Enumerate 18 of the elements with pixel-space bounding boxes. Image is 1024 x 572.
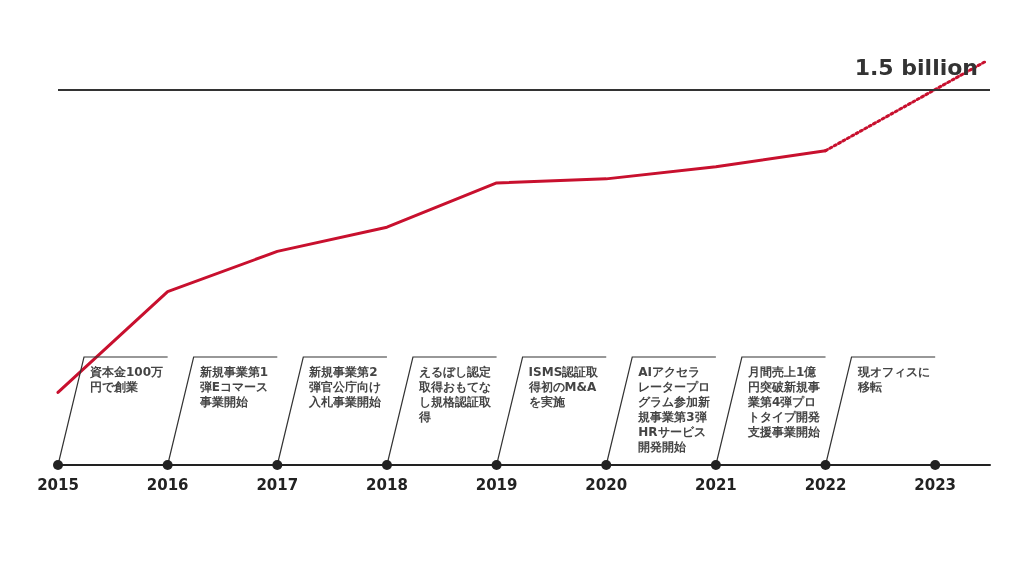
x-tick-label: 2019 (475, 475, 518, 494)
annotation: ISMS認証取得初のM&Aを実施 (528, 365, 600, 410)
annotation: えるぼし認定取得おもてなし規格認証取得 (418, 365, 492, 425)
annotation: 資本金100万円で創業 (90, 365, 164, 395)
x-tick-label: 2015 (37, 475, 79, 494)
x-tick-label: 2021 (695, 475, 737, 494)
ref-line-label: 1.5 billion (854, 54, 978, 80)
x-tick-label: 2023 (914, 475, 957, 494)
annotation: 現オフィスに移転 (857, 365, 931, 395)
x-tick-label: 2022 (804, 475, 847, 494)
annotation: AIアクセラレータープログラム参加新規事業第3弾HRサービス開発開始 (638, 365, 712, 455)
x-tick-label: 2020 (585, 475, 628, 494)
annotation: 新規事業第2弾官公庁向け入札事業開始 (309, 365, 383, 410)
x-tick-label: 2016 (146, 475, 189, 494)
x-tick-label: 2018 (366, 475, 408, 494)
annotation: 新規事業第1弾Eコマース事業開始 (199, 365, 269, 410)
annotation: 月間売上1億円突破新規事業第4弾プロトタイプ開発支援事業開始 (747, 365, 821, 440)
x-tick-label: 2017 (256, 475, 299, 494)
